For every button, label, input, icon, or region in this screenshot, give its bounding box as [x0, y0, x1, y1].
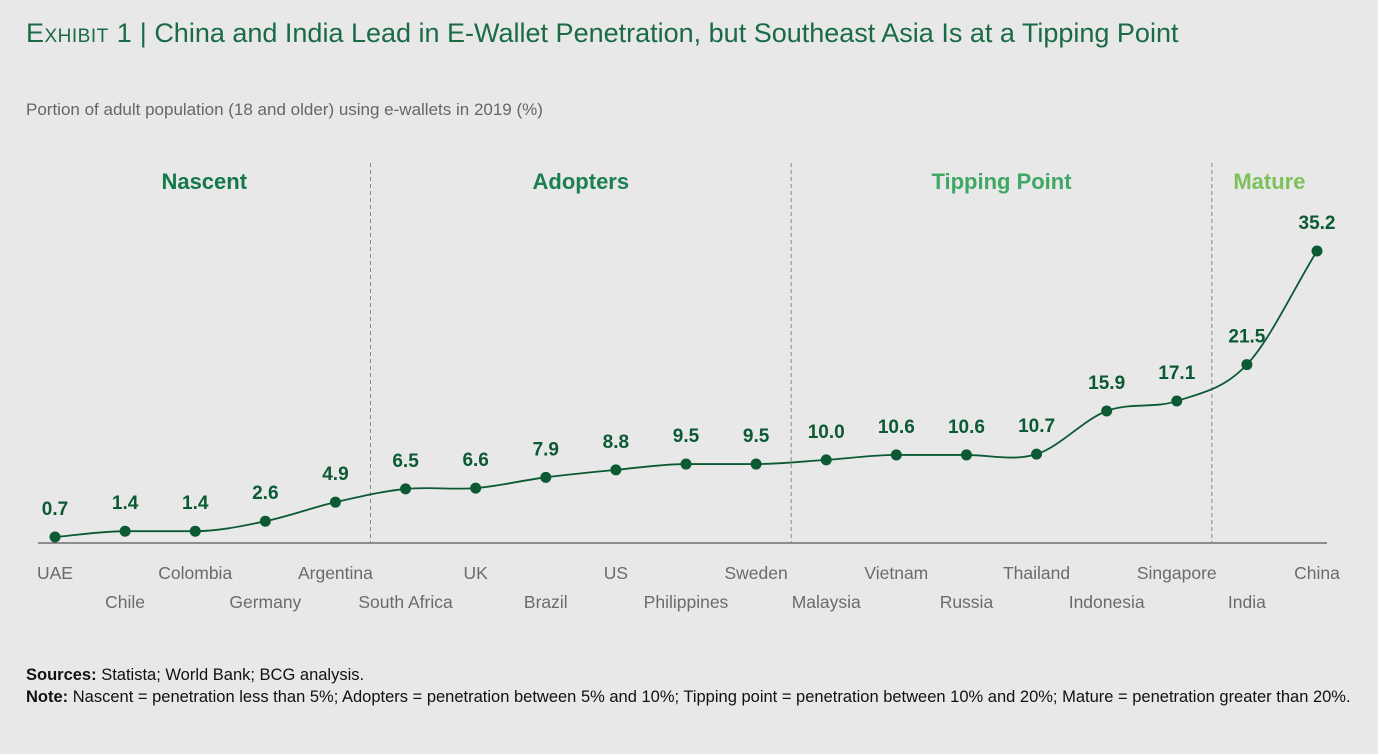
- data-point: [189, 525, 201, 537]
- data-label: 6.5: [392, 451, 419, 472]
- x-tick-label: Chile: [105, 592, 145, 612]
- data-point: [400, 483, 412, 495]
- data-label: 10.0: [808, 422, 845, 443]
- data-label: 7.9: [533, 439, 559, 460]
- data-point: [49, 531, 61, 543]
- series-line: [54, 250, 1318, 538]
- data-point: [820, 454, 832, 466]
- data-point: [540, 471, 552, 483]
- data-point: [1171, 395, 1183, 407]
- data-label: 4.9: [322, 464, 348, 485]
- x-tick-label: Philippines: [644, 592, 729, 612]
- data-point: [680, 458, 692, 470]
- x-tick-label: India: [1228, 592, 1266, 612]
- x-tick-label: US: [604, 563, 628, 583]
- data-point: [750, 458, 762, 470]
- data-point: [1241, 359, 1253, 371]
- data-label: 10.6: [948, 417, 985, 438]
- title-separator: |: [139, 18, 147, 48]
- chart-footer: Sources: Statista; World Bank; BCG analy…: [26, 664, 1356, 708]
- x-tick-label: Germany: [229, 592, 301, 612]
- x-tick-label: Sweden: [724, 563, 787, 583]
- line-chart: Nascent Adopters Tipping Point Mature 0.7 UAE…: [37, 163, 1340, 612]
- x-tick-label: Vietnam: [864, 563, 928, 583]
- segment-label-mature: Mature: [1233, 169, 1305, 194]
- x-tick-label: Brazil: [524, 592, 568, 612]
- data-point: [1311, 245, 1323, 257]
- note-line: Note: Nascent = penetration less than 5%…: [26, 686, 1356, 708]
- x-tick-label: Thailand: [1003, 563, 1070, 583]
- data-label: 17.1: [1158, 363, 1195, 384]
- x-tick-label: Russia: [940, 592, 994, 612]
- data-label: 1.4: [112, 493, 139, 514]
- data-label: 15.9: [1088, 373, 1125, 394]
- data-label: 6.6: [462, 450, 488, 471]
- data-point: [119, 525, 131, 537]
- data-point: [890, 449, 902, 461]
- x-tick-label: UAE: [37, 563, 73, 583]
- x-tick-label: South Africa: [358, 592, 453, 612]
- x-tick-label: Indonesia: [1069, 592, 1145, 612]
- data-point: [470, 482, 482, 494]
- x-tick-label: Argentina: [298, 563, 373, 583]
- x-tick-label: China: [1294, 563, 1340, 583]
- note-text: Nascent = penetration less than 5%; Adop…: [72, 688, 1351, 706]
- data-point: [259, 515, 271, 527]
- data-point: [1031, 448, 1043, 460]
- data-point: [329, 496, 341, 508]
- note-label: Note:: [26, 688, 69, 706]
- data-label: 10.6: [878, 417, 915, 438]
- data-point: [610, 464, 622, 476]
- segment-label-nascent: Nascent: [161, 169, 247, 194]
- chart-subtitle: Portion of adult population (18 and olde…: [26, 100, 543, 119]
- sources-text: Statista; World Bank; BCG analysis.: [101, 666, 365, 684]
- data-label: 35.2: [1299, 213, 1336, 234]
- segment-label-adopters: Adopters: [533, 169, 630, 194]
- exhibit-label: Exhibit 1: [26, 18, 133, 48]
- data-point: [1101, 405, 1113, 417]
- data-label: 0.7: [42, 499, 68, 520]
- x-tick-label: Singapore: [1137, 563, 1217, 583]
- x-tick-label: Malaysia: [792, 592, 861, 612]
- data-label: 9.5: [743, 426, 770, 447]
- data-label: 21.5: [1228, 327, 1265, 348]
- x-tick-label: UK: [464, 563, 489, 583]
- segment-label-tipping-point: Tipping Point: [931, 169, 1072, 194]
- title-text: China and India Lead in E-Wallet Penetra…: [154, 18, 1179, 48]
- sources-line: Sources: Statista; World Bank; BCG analy…: [26, 664, 1356, 686]
- data-point: [960, 449, 972, 461]
- data-label: 8.8: [603, 432, 629, 453]
- x-tick-label: Colombia: [158, 563, 232, 583]
- chart-title: Exhibit 1 | China and India Lead in E-Wa…: [26, 18, 1178, 49]
- data-label: 10.7: [1018, 416, 1055, 437]
- data-label: 2.6: [252, 483, 278, 504]
- sources-label: Sources:: [26, 666, 97, 684]
- data-label: 1.4: [182, 493, 209, 514]
- data-label: 9.5: [673, 426, 700, 447]
